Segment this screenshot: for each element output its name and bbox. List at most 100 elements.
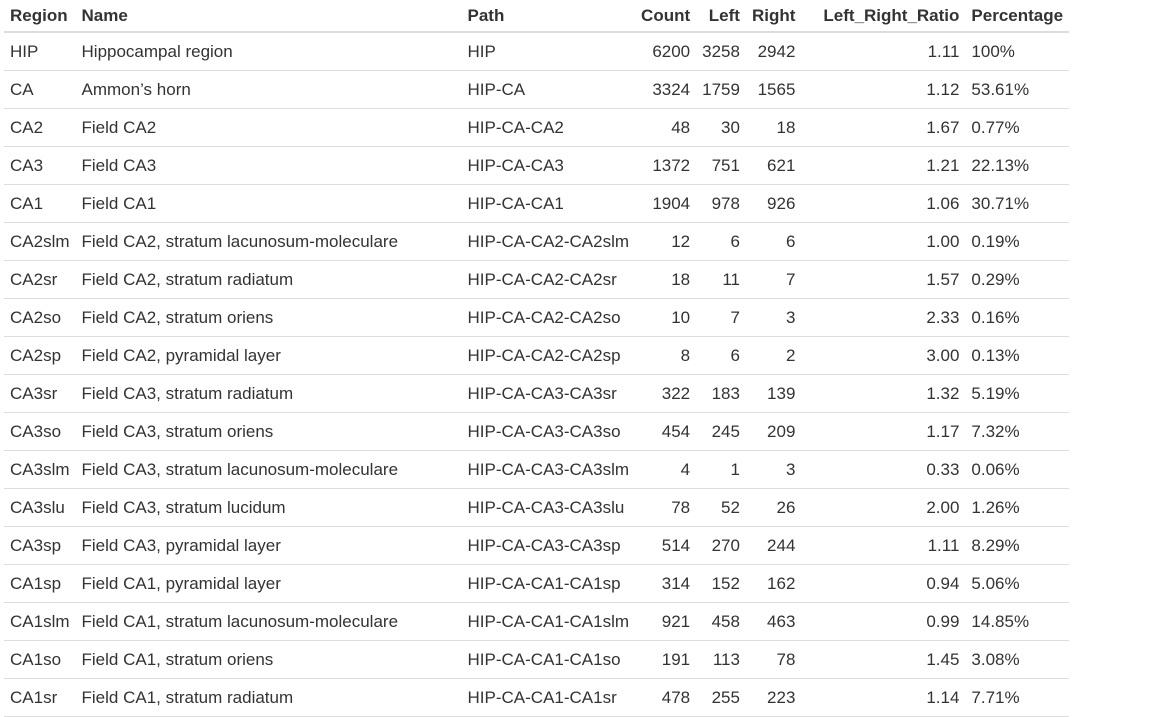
cell-name: Field CA3	[75, 146, 462, 185]
cell-right: 2	[745, 336, 802, 375]
cell-path: HIP-CA-CA2-CA2sr	[461, 260, 636, 299]
table-row: CA2sp Field CA2, pyramidal layer HIP-CA-CA…	[4, 336, 1070, 375]
cell-count: 3324	[635, 70, 697, 109]
cell-path: HIP-CA-CA1	[461, 184, 636, 223]
cell-left: 30	[696, 108, 746, 147]
cell-percentage: 0.19%	[965, 222, 1070, 261]
cell-count: 454	[635, 412, 697, 451]
cell-right: 6	[745, 222, 802, 261]
cell-left: 255	[696, 678, 746, 717]
table-row: CA3so Field CA3, stratum oriens HIP-CA-CA3…	[4, 412, 1070, 451]
cell-count: 322	[635, 374, 697, 413]
column-header-path: Path	[461, 0, 636, 33]
cell-left: 751	[696, 146, 746, 185]
cell-percentage: 0.77%	[965, 108, 1070, 147]
table-row: CA3sp Field CA3, pyramidal layer HIP-CA-CA…	[4, 526, 1070, 565]
table-row: CA1slm Field CA1, stratum lacunosum-molec…	[4, 602, 1070, 641]
cell-left: 183	[696, 374, 746, 413]
cell-region: CA3sp	[4, 526, 76, 565]
column-header-right: Right	[745, 0, 802, 33]
cell-percentage: 30.71%	[965, 184, 1070, 223]
cell-left-right-ratio: 3.00	[801, 336, 966, 375]
cell-name: Field CA2, pyramidal layer	[75, 336, 462, 375]
cell-right: 209	[745, 412, 802, 451]
cell-left-right-ratio: 1.45	[801, 640, 966, 679]
cell-percentage: 100%	[965, 32, 1070, 71]
cell-region: CA3	[4, 146, 76, 185]
column-header-name: Name	[75, 0, 462, 33]
cell-path: HIP-CA-CA1-CA1so	[461, 640, 636, 679]
cell-region: CA1sp	[4, 564, 76, 603]
cell-name: Ammon’s horn	[75, 70, 462, 109]
cell-left-right-ratio: 1.14	[801, 678, 966, 717]
table-row: CA2slm Field CA2, stratum lacunosum-molec…	[4, 222, 1070, 261]
cell-right: 926	[745, 184, 802, 223]
cell-left-right-ratio: 1.00	[801, 222, 966, 261]
cell-region: CA3sr	[4, 374, 76, 413]
cell-path: HIP-CA-CA2-CA2sp	[461, 336, 636, 375]
cell-name: Field CA3, stratum oriens	[75, 412, 462, 451]
cell-left: 6	[696, 336, 746, 375]
table-row: CA Ammon’s horn HIP-CA 3324 1759 1565 1.12 53.6…	[4, 70, 1070, 109]
cell-right: 3	[745, 450, 802, 489]
cell-count: 12	[635, 222, 697, 261]
cell-percentage: 1.26%	[965, 488, 1070, 527]
cell-count: 1372	[635, 146, 697, 185]
column-header-percentage: Percentage	[965, 0, 1070, 33]
cell-region: CA1so	[4, 640, 76, 679]
cell-count: 8	[635, 336, 697, 375]
cell-path: HIP-CA-CA3-CA3slu	[461, 488, 636, 527]
cell-count: 10	[635, 298, 697, 337]
cell-right: 621	[745, 146, 802, 185]
cell-path: HIP	[461, 32, 636, 71]
cell-count: 78	[635, 488, 697, 527]
cell-count: 314	[635, 564, 697, 603]
cell-path: HIP-CA-CA3-CA3sp	[461, 526, 636, 565]
cell-name: Field CA1, stratum radiatum	[75, 678, 462, 717]
cell-name: Field CA1, stratum oriens	[75, 640, 462, 679]
cell-left: 52	[696, 488, 746, 527]
table-body: HIP Hippocampal region HIP 6200 3258 2942 1.11…	[4, 32, 1070, 717]
cell-percentage: 7.71%	[965, 678, 1070, 717]
cell-left: 1	[696, 450, 746, 489]
cell-path: HIP-CA-CA2	[461, 108, 636, 147]
cell-right: 18	[745, 108, 802, 147]
cell-count: 4	[635, 450, 697, 489]
cell-region: CA2sr	[4, 260, 76, 299]
cell-path: HIP-CA-CA3-CA3so	[461, 412, 636, 451]
cell-region: CA3slm	[4, 450, 76, 489]
cell-percentage: 0.16%	[965, 298, 1070, 337]
cell-region: CA	[4, 70, 76, 109]
cell-right: 463	[745, 602, 802, 641]
cell-name: Field CA2, stratum radiatum	[75, 260, 462, 299]
cell-path: HIP-CA-CA1-CA1slm	[461, 602, 636, 641]
cell-left: 3258	[696, 32, 746, 71]
cell-left: 245	[696, 412, 746, 451]
cell-region: CA2sp	[4, 336, 76, 375]
cell-path: HIP-CA-CA3-CA3sr	[461, 374, 636, 413]
cell-right: 26	[745, 488, 802, 527]
cell-right: 78	[745, 640, 802, 679]
cell-region: HIP	[4, 32, 76, 71]
cell-count: 191	[635, 640, 697, 679]
cell-name: Field CA1, pyramidal layer	[75, 564, 462, 603]
cell-left-right-ratio: 2.00	[801, 488, 966, 527]
cell-name: Hippocampal region	[75, 32, 462, 71]
table-header: Region Name Path Count Left Right Left_R…	[4, 0, 1070, 33]
cell-left-right-ratio: 1.57	[801, 260, 966, 299]
cell-left-right-ratio: 1.67	[801, 108, 966, 147]
cell-percentage: 53.61%	[965, 70, 1070, 109]
cell-left: 6	[696, 222, 746, 261]
cell-name: Field CA3, stratum lucidum	[75, 488, 462, 527]
cell-left-right-ratio: 1.06	[801, 184, 966, 223]
column-header-left: Left	[696, 0, 746, 33]
cell-path: HIP-CA-CA3-CA3slm	[461, 450, 636, 489]
cell-region: CA2	[4, 108, 76, 147]
cell-left: 978	[696, 184, 746, 223]
cell-percentage: 0.13%	[965, 336, 1070, 375]
cell-name: Field CA1, stratum lacunosum-moleculare	[75, 602, 462, 641]
cell-percentage: 8.29%	[965, 526, 1070, 565]
table-row: CA2so Field CA2, stratum oriens HIP-CA-CA2…	[4, 298, 1070, 337]
cell-region: CA3slu	[4, 488, 76, 527]
cell-count: 48	[635, 108, 697, 147]
